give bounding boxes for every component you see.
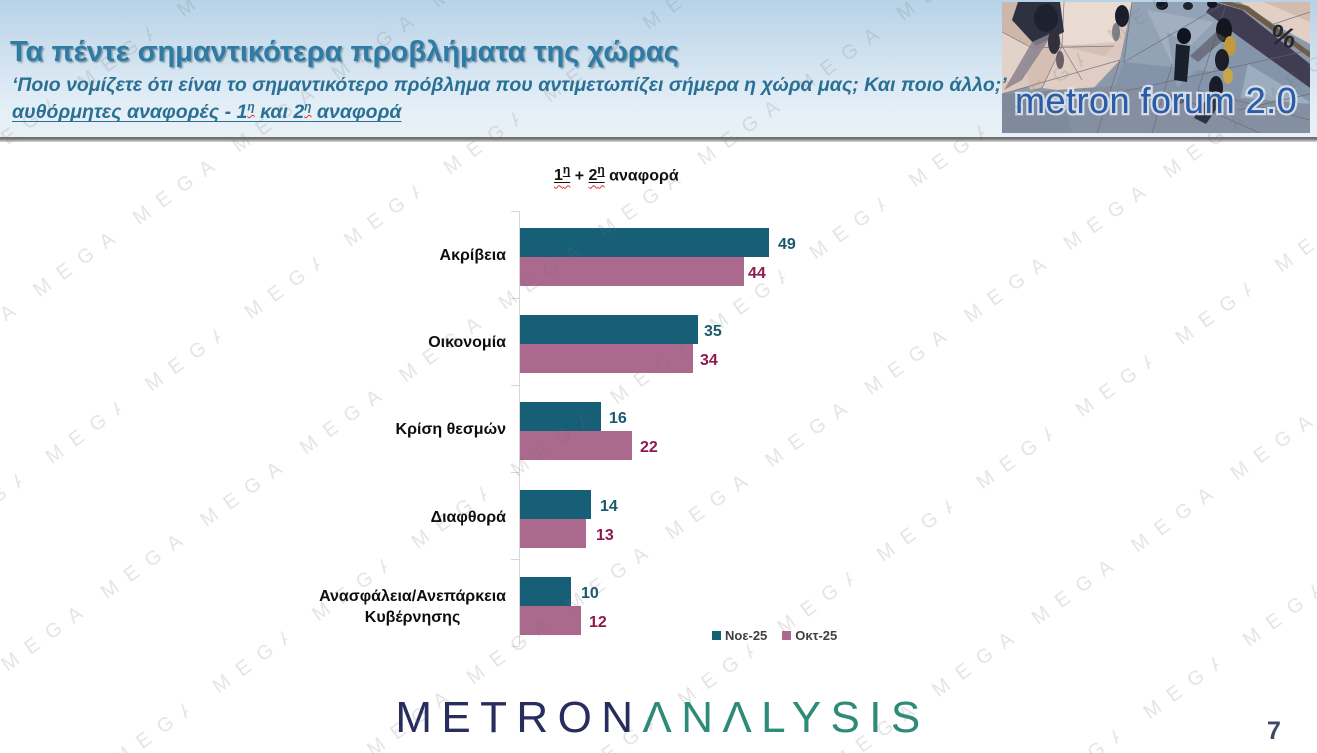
svg-text:metron forum 2.0: metron forum 2.0 bbox=[1015, 80, 1297, 121]
